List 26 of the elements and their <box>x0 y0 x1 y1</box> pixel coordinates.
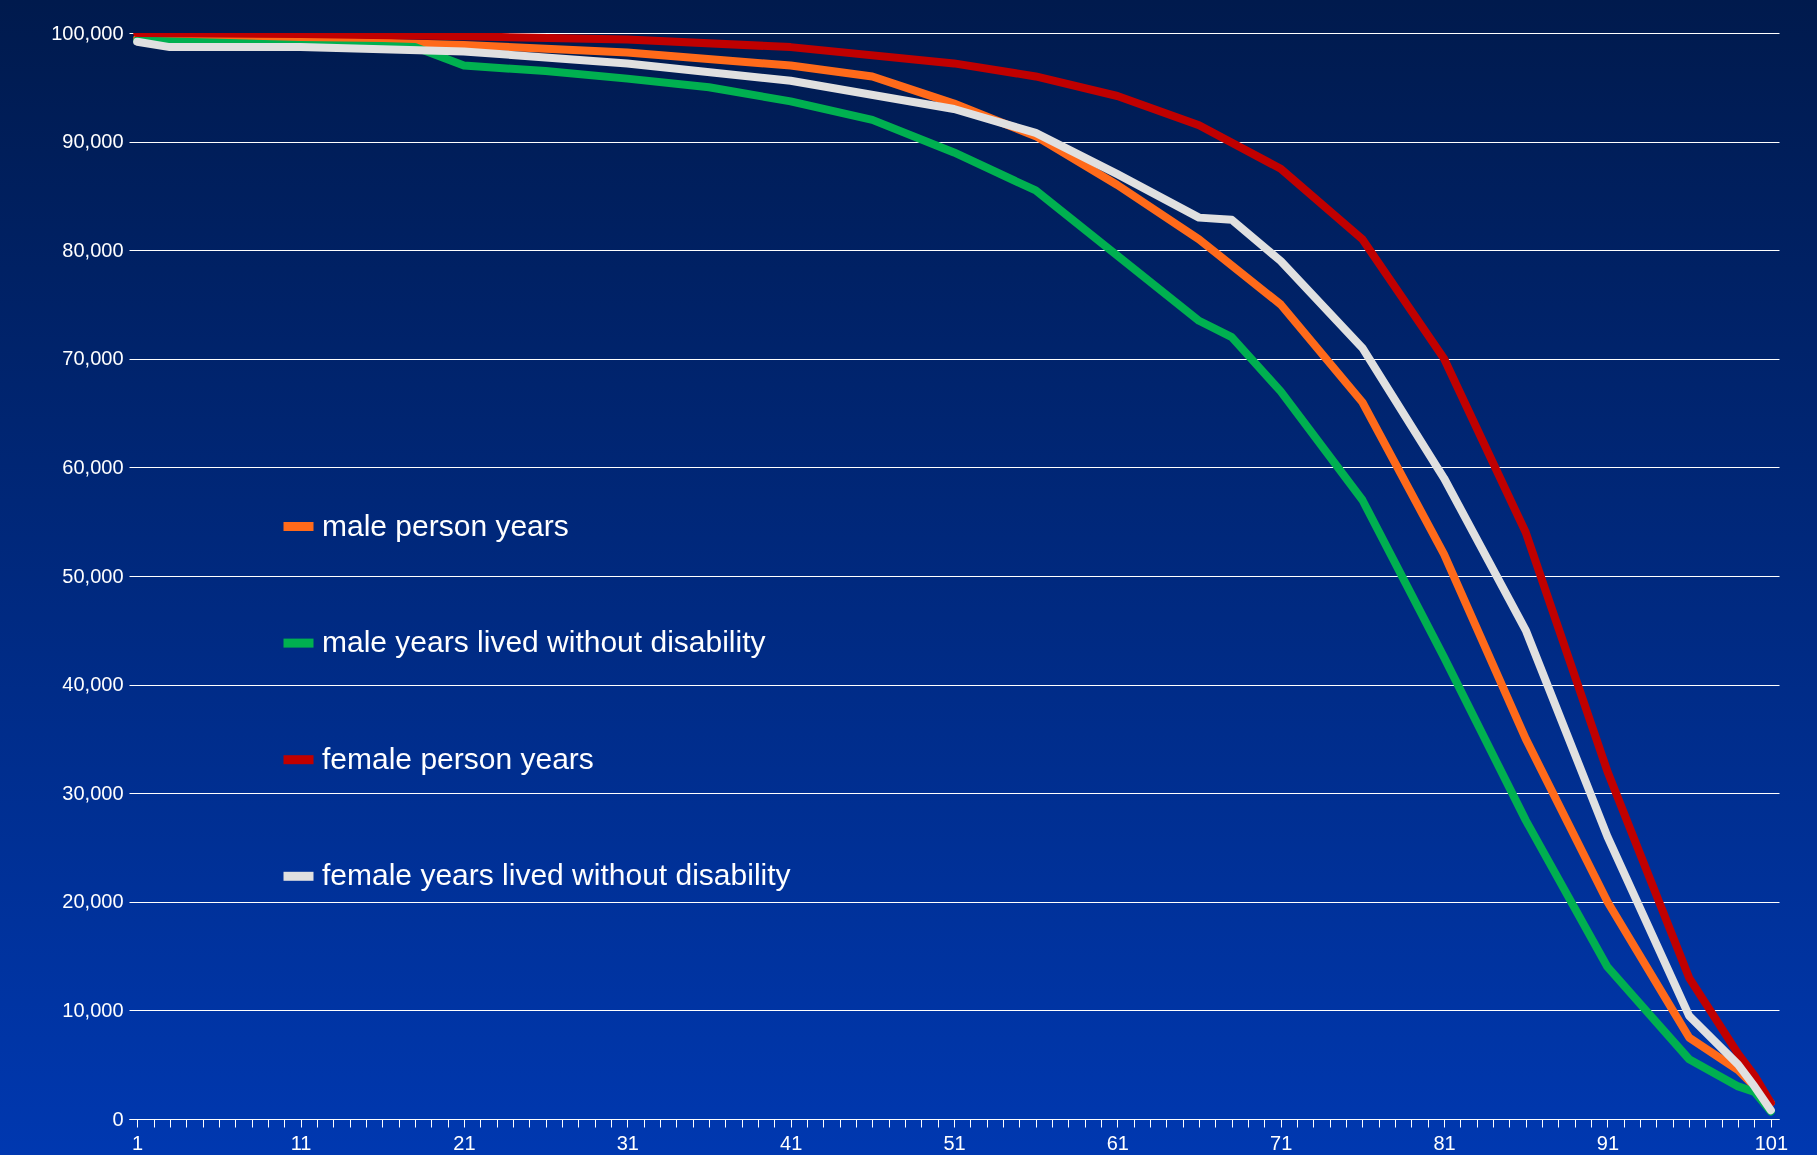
y-tick-label: 0 <box>112 1107 124 1130</box>
legend-label: male years lived without disability <box>322 625 766 659</box>
y-tick-label: 40,000 <box>62 673 124 696</box>
x-tick-label: 61 <box>1106 1131 1129 1154</box>
y-tick-label: 90,000 <box>62 130 124 153</box>
y-tick-label: 30,000 <box>62 781 124 804</box>
legend-label: male person years <box>322 508 569 542</box>
y-tick-label: 60,000 <box>62 455 124 478</box>
y-tick-label: 10,000 <box>62 998 124 1021</box>
legend-label: female person years <box>322 741 594 775</box>
x-tick-label: 21 <box>453 1131 476 1154</box>
y-tick-label: 50,000 <box>62 564 124 587</box>
x-tick-label: 31 <box>616 1131 639 1154</box>
x-tick-label: 101 <box>1754 1131 1789 1154</box>
x-tick-label: 11 <box>290 1131 312 1154</box>
y-tick-label: 20,000 <box>62 890 124 913</box>
x-tick-label: 81 <box>1433 1131 1456 1154</box>
legend-label: female years lived without disability <box>322 858 791 892</box>
y-tick-label: 70,000 <box>62 347 124 370</box>
y-tick-label: 100,000 <box>51 21 124 44</box>
x-tick-label: 71 <box>1270 1131 1293 1154</box>
y-tick-label: 80,000 <box>62 238 124 261</box>
x-tick-label: 91 <box>1596 1131 1620 1154</box>
x-tick-label: 51 <box>943 1131 966 1154</box>
x-tick-label: 1 <box>132 1131 144 1154</box>
x-tick-label: 41 <box>780 1131 803 1154</box>
